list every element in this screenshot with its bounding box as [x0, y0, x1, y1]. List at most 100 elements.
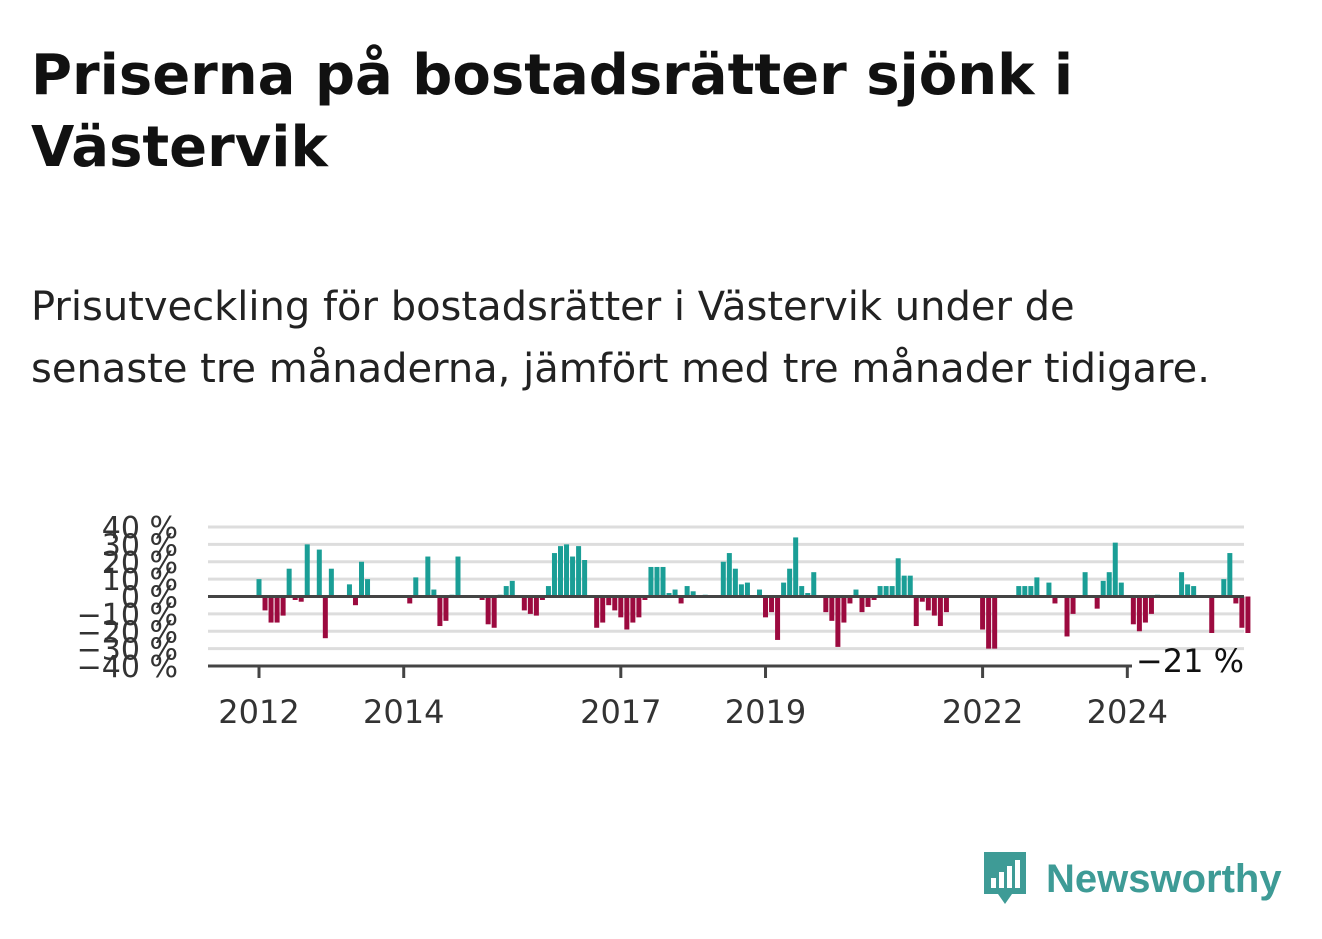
bar — [425, 556, 431, 597]
bar — [781, 582, 787, 597]
bar — [286, 568, 292, 597]
bar — [1209, 596, 1215, 633]
x-tick-label: 2014 — [363, 693, 444, 730]
bar — [931, 596, 937, 616]
bar — [811, 572, 817, 597]
bar — [1118, 582, 1124, 597]
bar — [1239, 596, 1245, 628]
bar — [564, 544, 570, 597]
bar — [1221, 579, 1227, 597]
bar — [690, 591, 696, 597]
bar — [298, 596, 304, 602]
y-tick-label: −10 % — [77, 598, 178, 633]
x-tick-label: 2012 — [218, 693, 299, 730]
bar — [1245, 596, 1251, 633]
bar — [648, 566, 654, 597]
bar — [883, 586, 889, 597]
x-tick-label: 2022 — [942, 693, 1023, 730]
bar — [594, 596, 600, 628]
bar — [1064, 596, 1070, 637]
bar — [980, 596, 986, 630]
bar — [479, 596, 485, 600]
bar — [793, 537, 799, 597]
bar — [1142, 596, 1148, 623]
bar — [744, 582, 750, 597]
bar — [1191, 586, 1197, 597]
bar — [1179, 572, 1185, 597]
bar — [413, 577, 419, 597]
y-tick-label: −30 % — [77, 633, 178, 668]
bar — [545, 586, 551, 597]
logo-text: Newsworthy — [1046, 856, 1282, 901]
bar — [292, 596, 298, 600]
bar — [829, 596, 835, 621]
x-axis-ticks: 2012 2014 2017 2019 2022 2024 — [218, 666, 1168, 730]
bar — [485, 596, 491, 625]
bar — [509, 580, 515, 597]
bar — [455, 556, 461, 597]
bar — [521, 596, 527, 611]
bar — [1106, 572, 1112, 597]
bar — [937, 596, 943, 627]
bar — [551, 553, 557, 597]
bar — [1112, 542, 1118, 597]
bar — [533, 596, 539, 616]
bar — [660, 566, 666, 597]
chart-subtitle: Prisutveckling för bostadsrätter i Väste… — [31, 284, 1210, 392]
bar — [322, 596, 328, 639]
y-tick-label: 10 % — [102, 563, 178, 598]
bar — [359, 561, 365, 597]
bar — [1148, 596, 1154, 614]
y-tick-label: −40 % — [77, 650, 178, 685]
bar — [491, 596, 497, 628]
x-tick-label: 2017 — [580, 693, 661, 730]
bar — [304, 544, 310, 597]
bar — [672, 589, 678, 597]
bar — [624, 596, 630, 630]
bar — [268, 596, 274, 623]
bar — [841, 596, 847, 623]
bar — [437, 596, 443, 627]
bar — [847, 596, 853, 604]
y-tick-label: 30 % — [102, 528, 178, 563]
bar — [606, 596, 612, 606]
bar — [558, 546, 563, 597]
bar — [799, 586, 805, 597]
bar — [895, 558, 901, 597]
bars — [256, 537, 1251, 649]
bar — [865, 596, 871, 607]
bar — [612, 596, 618, 611]
bar — [943, 596, 949, 613]
bar — [1082, 572, 1088, 597]
bar — [630, 596, 636, 623]
bar — [642, 596, 648, 600]
bar — [582, 560, 588, 597]
bar — [1136, 596, 1142, 632]
bar — [1022, 586, 1028, 597]
bar — [1034, 577, 1040, 597]
bar — [756, 589, 762, 597]
bar — [539, 596, 545, 600]
y-tick-label: −20 % — [77, 615, 178, 650]
bar — [316, 549, 322, 597]
bar — [678, 596, 684, 604]
bar — [1016, 586, 1022, 597]
bar — [1052, 596, 1058, 604]
y-tick-label: 20 % — [102, 546, 178, 581]
y-tick-label: 0 % — [121, 581, 178, 616]
bar — [352, 596, 358, 606]
bar — [346, 584, 352, 597]
bar — [805, 593, 811, 597]
bar — [1046, 582, 1052, 597]
bar — [738, 584, 744, 597]
price-change-bar-chart: 40 %30 %20 %10 %0 %−10 %−20 %−30 %−40 % … — [77, 511, 1251, 730]
bar — [654, 566, 660, 597]
bar — [431, 589, 437, 597]
bar — [407, 596, 413, 604]
bar — [835, 596, 841, 647]
bar — [1227, 553, 1233, 597]
x-tick-label: 2024 — [1087, 693, 1168, 730]
y-tick-label: 40 % — [102, 511, 178, 546]
bar — [871, 596, 877, 600]
y-axis-tick-labels: 40 %30 %20 %10 %0 %−10 %−20 %−30 %−40 % — [77, 511, 178, 685]
